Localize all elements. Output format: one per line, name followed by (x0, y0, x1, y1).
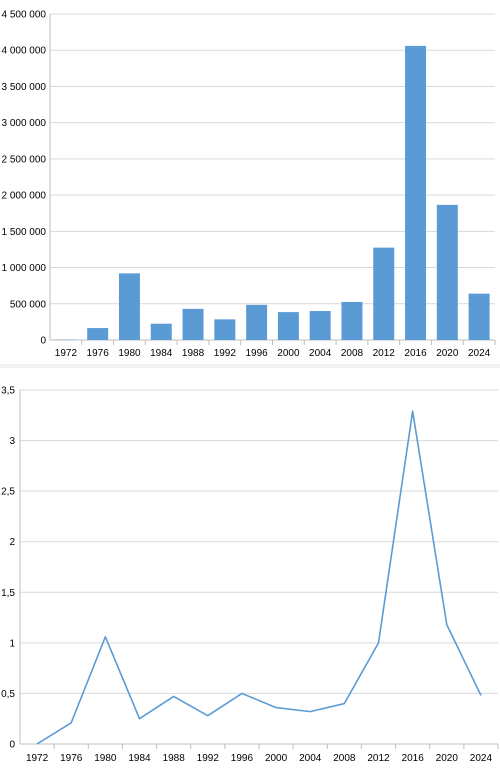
bar-y-tick-label: 500 000 (10, 299, 47, 310)
bar-y-tick-label: 4 000 000 (2, 46, 47, 57)
line-y-tick-label: 1,5 (1, 588, 15, 599)
line-y-tick-label: 0 (9, 740, 15, 751)
bar-x-tick-label: 1976 (87, 348, 110, 359)
line-y-tick-label: 0,5 (1, 689, 15, 700)
line-series (37, 411, 481, 744)
line-x-tick-label: 2016 (402, 753, 425, 764)
line-x-tick-label: 2012 (367, 753, 390, 764)
bar-y-tick-label: 2 500 000 (2, 154, 47, 165)
bar (183, 309, 204, 340)
line-x-tick-label: 2000 (265, 753, 288, 764)
line-x-tick-label: 1976 (60, 753, 83, 764)
bar (87, 328, 108, 340)
bar-chart: 0 500 000 1 000 000 1 500 000 2 000 000 2 500… (0, 0, 500, 362)
bar-x-tick-label: 2000 (277, 348, 300, 359)
bar (214, 319, 235, 340)
line-x-tick-label: 1972 (26, 753, 49, 764)
bar-x-tick-label: 2016 (404, 348, 427, 359)
bar-x-tick-label: 1980 (118, 348, 141, 359)
bar-x-tick-label: 2012 (373, 348, 396, 359)
bar-x-tick-label: 1996 (245, 348, 268, 359)
bar-x-tick-label: 2008 (341, 348, 364, 359)
line-y-tick-label: 3 (9, 436, 15, 447)
bar (405, 46, 426, 340)
bar (310, 311, 331, 340)
line-x-tick-label: 1996 (231, 753, 254, 764)
bar-chart-svg: 0 500 000 1 000 000 1 500 000 2 000 000 2 500… (0, 0, 500, 362)
bar (373, 248, 394, 340)
line-x-tick-label: 1984 (128, 753, 151, 764)
bar-x-tick-label: 1984 (150, 348, 173, 359)
line-chart-svg: 0 0,5 1 1,5 2 2,5 3 3,5 1972 1976 1980 1984 1988 1992… (0, 370, 500, 764)
line-x-tick-label: 1980 (94, 753, 117, 764)
line-x-tick-label: 2024 (470, 753, 493, 764)
bar (278, 312, 299, 340)
bar-y-tick-label: 1 500 000 (2, 227, 47, 238)
bar-x-tick-label: 1988 (182, 348, 205, 359)
bar (469, 294, 490, 340)
line-chart: 0 0,5 1 1,5 2 2,5 3 3,5 1972 1976 1980 1984 1988 1992… (0, 370, 500, 764)
line-y-tick-label: 2,5 (1, 487, 15, 498)
line-x-tick-label: 1988 (163, 753, 186, 764)
line-y-tick-label: 1 (9, 638, 15, 649)
bar (246, 305, 267, 340)
line-y-tick-label: 3,5 (1, 386, 15, 397)
bar-x-tick-label: 2024 (468, 348, 491, 359)
bar-y-tick-label: 4 500 000 (2, 10, 47, 21)
line-x-tick-label: 1992 (197, 753, 220, 764)
bar-y-tick-label: 2 000 000 (2, 191, 47, 202)
line-y-tick-label: 2 (9, 537, 15, 548)
bar-y-tick-label: 3 000 000 (2, 118, 47, 129)
line-x-tick-label: 2020 (436, 753, 459, 764)
bar-y-tick-label: 3 500 000 (2, 82, 47, 93)
bar (119, 273, 140, 340)
chart-divider (0, 364, 500, 368)
bar (151, 324, 172, 340)
line-x-tick-label: 2008 (333, 753, 356, 764)
line-x-tick-label: 2004 (299, 753, 322, 764)
bar-x-tick-label: 2004 (309, 348, 332, 359)
bar-y-tick-label: 0 (40, 336, 46, 347)
bar (341, 302, 362, 340)
bar-x-tick-label: 1972 (55, 348, 78, 359)
bar-x-tick-label: 1992 (214, 348, 237, 359)
bar-y-tick-label: 1 000 000 (2, 263, 47, 274)
bar (437, 205, 458, 340)
bar-x-tick-label: 2020 (436, 348, 459, 359)
